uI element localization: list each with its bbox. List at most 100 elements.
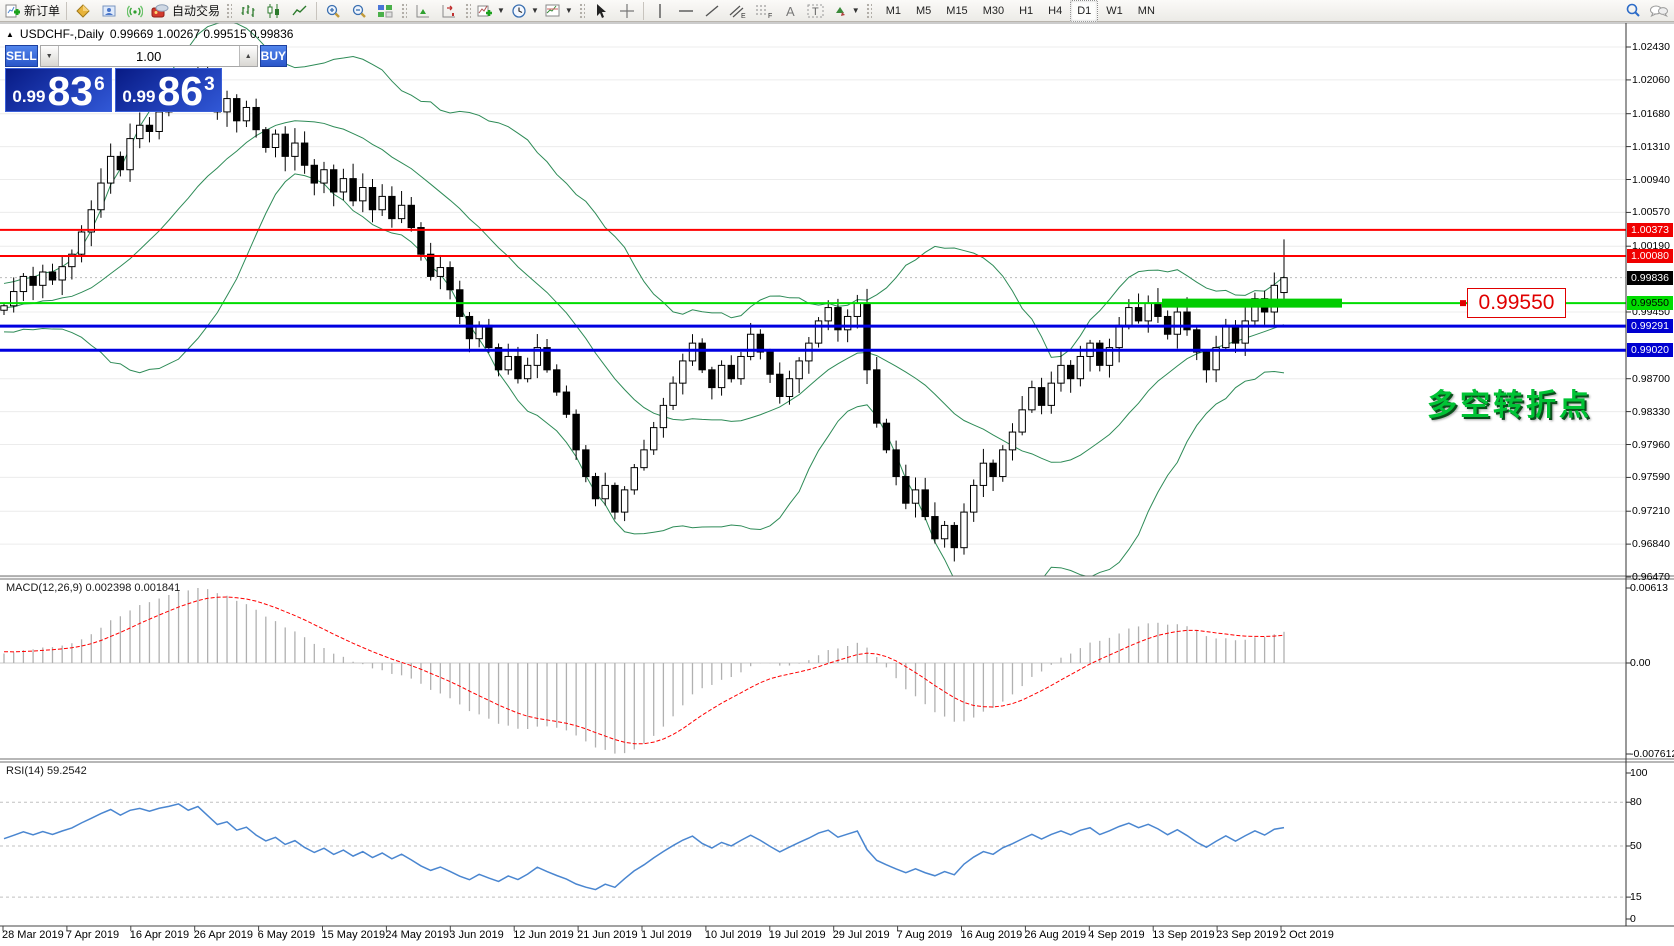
- dropdown-arrow-icon: ▼: [851, 6, 860, 15]
- text-label-icon: T: [807, 3, 825, 19]
- autotrading-label: 自动交易: [172, 4, 221, 18]
- date-label: 10 Jul 2019: [704, 929, 762, 941]
- arrows-button[interactable]: ▼: [829, 0, 863, 22]
- auto-scroll-icon: [415, 3, 431, 19]
- toolbar-grip: [401, 2, 408, 19]
- zoom-in-button[interactable]: [320, 0, 346, 22]
- date-label: 24 May 2019: [385, 929, 449, 941]
- horizontal-line-button[interactable]: [673, 0, 699, 22]
- equidistant-channel-button[interactable]: E: [725, 0, 751, 22]
- price-tick-label: 0.97210: [1632, 505, 1670, 518]
- macd-label: MACD(12,26,9) 0.002398 0.001841: [6, 582, 181, 594]
- periods-button[interactable]: ▼: [508, 0, 542, 22]
- indicators-button[interactable]: ▼: [474, 0, 508, 22]
- chart-shift-icon: [441, 3, 457, 19]
- price-level-badge: 1.00373: [1627, 222, 1673, 237]
- buy-price-pips: 86: [157, 68, 204, 114]
- toolbar-separator: [642, 1, 644, 20]
- volume-control: ▼ ▲: [39, 45, 258, 67]
- search-icon: [1624, 2, 1642, 20]
- volume-input[interactable]: [58, 46, 239, 66]
- timeframe-m1-button[interactable]: M1: [885, 4, 901, 17]
- text-button[interactable]: A: [777, 0, 803, 22]
- bar-chart-button[interactable]: [235, 0, 261, 22]
- community-chat-button[interactable]: [1646, 0, 1672, 22]
- add-indicator-icon: [477, 3, 493, 19]
- rsi-line: [3, 803, 1285, 891]
- date-label: 7 Apr 2019: [65, 929, 120, 941]
- price-tick-label: 1.00940: [1632, 173, 1670, 186]
- volume-increase-button[interactable]: ▲: [238, 46, 257, 66]
- zoom-in-icon: [325, 3, 341, 19]
- date-label: 1 Jul 2019: [641, 929, 692, 941]
- data-window-button[interactable]: [96, 0, 122, 22]
- date-label: 21 Jun 2019: [577, 929, 638, 941]
- date-label: 3 Jun 2019: [449, 929, 504, 941]
- candlestick-chart-button[interactable]: [261, 0, 287, 22]
- date-label: 19 Jul 2019: [768, 929, 826, 941]
- crosshair-icon: [619, 3, 635, 19]
- rsi-label: RSI(14) 59.2542: [6, 765, 87, 777]
- timeframe-h4-button[interactable]: H4: [1048, 4, 1063, 17]
- chart-title: ▲ USDCHF-,Daily 0.99669 1.00267 0.99515 …: [6, 27, 293, 41]
- timeframe-mn-button[interactable]: MN: [1137, 4, 1155, 17]
- signals-button[interactable]: [122, 0, 148, 22]
- svg-text:F: F: [768, 13, 772, 19]
- turning-point-annotation: 多空转折点: [1427, 389, 1592, 422]
- search-button[interactable]: [1620, 0, 1646, 22]
- market-watch-button[interactable]: [70, 0, 96, 22]
- price-tick-label: 0.98700: [1632, 372, 1670, 385]
- fibonacci-button[interactable]: F: [751, 0, 777, 22]
- label-anchor-handle: [1460, 300, 1466, 307]
- date-label: 26 Apr 2019: [193, 929, 254, 941]
- sell-price-box[interactable]: 0.99 83 6: [5, 68, 112, 112]
- cursor-button[interactable]: [588, 0, 614, 22]
- buy-price-box[interactable]: 0.99 86 3: [115, 68, 222, 112]
- zoom-out-button[interactable]: [346, 0, 372, 22]
- price-tick-label: 0.98330: [1632, 405, 1670, 418]
- timeframe-m5-button[interactable]: M5: [916, 4, 932, 17]
- price-level-label[interactable]: 0.99550: [1467, 288, 1566, 318]
- price-level-badge: 0.99020: [1627, 343, 1673, 358]
- macd-histogram: [3, 588, 1285, 754]
- toolbar-grip: [226, 2, 233, 19]
- date-label: 29 Jul 2019: [832, 929, 890, 941]
- trendline-button[interactable]: [699, 0, 725, 22]
- timeframe-d1-button[interactable]: D1: [1070, 0, 1099, 22]
- rsi-axis-label: 100: [1630, 767, 1648, 779]
- line-chart-button[interactable]: [287, 0, 313, 22]
- chart-shift-button[interactable]: [436, 0, 462, 22]
- text-icon: A: [783, 3, 797, 19]
- collapse-ohlc-button[interactable]: ▲: [6, 29, 14, 39]
- timeframe-m15-button[interactable]: M15: [946, 4, 968, 17]
- sell-button[interactable]: SELL: [5, 45, 38, 67]
- timeframe-m30-button[interactable]: M30: [982, 4, 1005, 17]
- vertical-line-icon: [653, 3, 667, 19]
- tile-windows-icon: [377, 3, 393, 19]
- text-label-button[interactable]: T: [803, 0, 829, 22]
- new-order-button[interactable]: 新订单: [2, 0, 63, 22]
- buy-button[interactable]: BUY: [259, 45, 288, 67]
- auto-scroll-button[interactable]: [410, 0, 436, 22]
- date-label: 15 May 2019: [321, 929, 386, 941]
- toolbar: 新订单 自动交易: [0, 0, 1674, 22]
- templates-button[interactable]: ▼: [542, 0, 576, 22]
- ohlc-values: 0.99669 1.00267 0.99515 0.99836: [109, 27, 294, 41]
- timeframe-w1-button[interactable]: W1: [1106, 4, 1123, 17]
- crosshair-button[interactable]: [614, 0, 640, 22]
- vertical-line-button[interactable]: [647, 0, 673, 22]
- svg-text:T: T: [812, 6, 819, 18]
- buy-price-major: 0.99: [122, 87, 156, 106]
- new-order-label: 新订单: [24, 4, 61, 18]
- tile-windows-button[interactable]: [372, 0, 398, 22]
- new-order-icon: [5, 3, 21, 19]
- momentum-highlight-bar: [1162, 298, 1342, 308]
- timeframe-h1-button[interactable]: H1: [1019, 4, 1034, 17]
- price-tick-label: 0.96470: [1632, 571, 1670, 584]
- volume-decrease-button[interactable]: ▼: [40, 46, 59, 66]
- autotrading-icon: [151, 3, 169, 19]
- autotrading-button[interactable]: 自动交易: [148, 0, 223, 22]
